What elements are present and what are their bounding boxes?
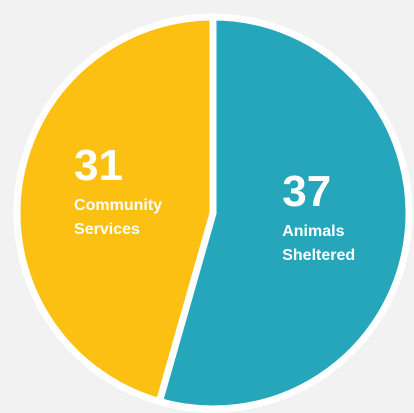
community-services-label-line2: Services [74,221,140,238]
animals-sheltered-value: 37 [282,167,331,216]
labels-layer: 37 Animals Sheltered 31 Community Servic… [74,141,355,264]
slice-community-services [13,13,217,406]
community-services-label-line1: Community [74,197,162,214]
animals-sheltered-label-line2: Sheltered [282,247,355,264]
community-services-value: 31 [74,141,123,190]
animals-sheltered-label-line1: Animals [282,223,344,240]
slices-layer [13,13,413,413]
slice-animals-sheltered [155,13,413,413]
